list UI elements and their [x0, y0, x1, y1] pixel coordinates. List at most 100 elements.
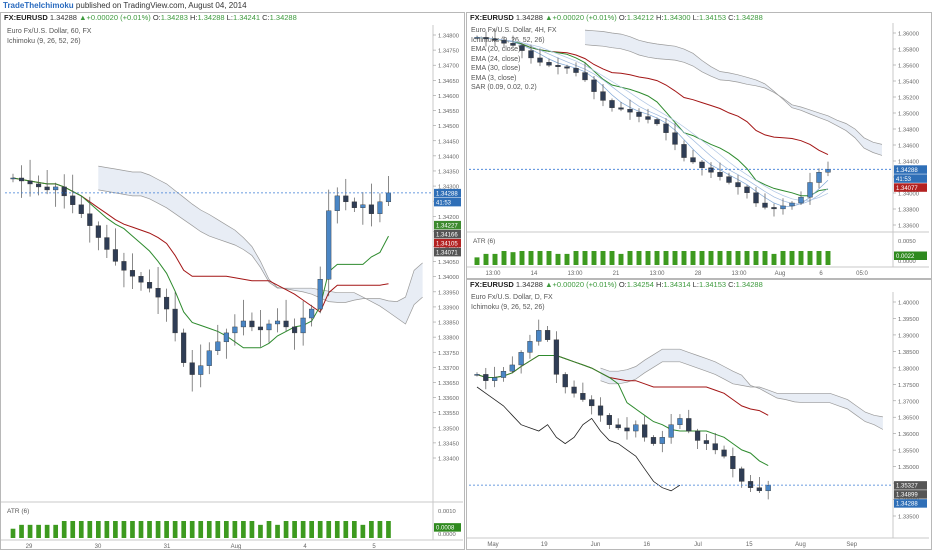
- candle-body: [121, 261, 127, 271]
- chart-panel-4h[interactable]: FX:EURUSD 1.34288 ▲+0.00020 (+0.01%) O:1…: [466, 12, 932, 279]
- atr-bar: [232, 521, 238, 538]
- atr-bar: [53, 524, 59, 538]
- price-tick-label: 1.33500: [438, 426, 459, 432]
- atr-bar: [283, 521, 289, 538]
- ichimoku-cloud: [98, 166, 423, 324]
- price-label: 1.34899: [896, 493, 918, 499]
- candle-body: [483, 37, 489, 40]
- candle-body: [708, 167, 714, 173]
- candle-body: [735, 182, 741, 188]
- price-label-bg: [434, 197, 461, 207]
- atr-bar: [618, 253, 624, 265]
- atr-bar: [317, 521, 323, 538]
- candle-body: [591, 79, 597, 92]
- candle-body: [492, 38, 498, 41]
- candle-body: [36, 183, 42, 188]
- low: 1.34241: [232, 13, 261, 22]
- last-price: 1.34288: [515, 280, 543, 289]
- atr-bar: [258, 524, 263, 538]
- atr-bar: [369, 521, 374, 538]
- senkou-span-b: [584, 44, 883, 145]
- price-label-bg: [434, 238, 461, 248]
- time-tick-label: 30: [95, 544, 102, 549]
- atr-bar: [61, 521, 67, 538]
- atr-bar: [44, 524, 50, 538]
- atr-bar: [78, 521, 84, 538]
- legend-line: EMA (20, close): [471, 46, 521, 53]
- high: 1.34300: [663, 13, 691, 22]
- atr-legend: ATR (6): [7, 508, 29, 515]
- legend-line: Ichimoku (9, 26, 52, 26): [7, 37, 81, 45]
- chart-panel-hourly[interactable]: FX:EURUSD 1.34288 ▲+0.00020 (+0.01%) O:1…: [0, 12, 465, 550]
- candle-body: [164, 296, 170, 310]
- candle-body: [562, 374, 568, 388]
- time-tick-label: 29: [26, 544, 33, 549]
- high: 1.34288: [197, 13, 225, 22]
- atr-bar: [95, 521, 101, 538]
- candle-body: [519, 45, 525, 51]
- candle-body: [351, 201, 357, 208]
- close: 1.34288: [735, 13, 763, 22]
- atr-bar: [627, 251, 633, 265]
- price-chart-daily[interactable]: 1.40000 1.39500 1.39000 1.38500 1.38000 1.375…: [467, 280, 931, 549]
- chart-panel-daily[interactable]: FX:EURUSD 1.34288 ▲+0.00020 (+0.01%) O:1…: [466, 279, 932, 550]
- close: 1.34288: [735, 280, 763, 289]
- atr-value: 0.0022: [896, 254, 915, 260]
- candle-body: [377, 201, 383, 214]
- price-tick-label: 1.35400: [898, 80, 919, 86]
- atr-bar: [130, 521, 135, 538]
- price-tick-label: 1.39500: [898, 317, 919, 323]
- time-tick-label: 13:00: [567, 271, 583, 277]
- price-chart-hourly[interactable]: 1.34800 1.34750 1.34700 1.34650 1.34600 1.345…: [1, 13, 464, 549]
- price-tick-label: 1.34050: [438, 260, 459, 266]
- price-label: 1.34227: [436, 223, 458, 229]
- price-label-bg: [894, 481, 927, 490]
- atr-bar: [654, 251, 660, 265]
- time-tick-label: 15: [746, 542, 753, 548]
- legend-line: SAR (0.09, 0.02, 0.2): [471, 84, 537, 91]
- candle-body: [636, 111, 642, 117]
- tenkan-sen: [12, 177, 389, 349]
- candle-body: [571, 386, 577, 394]
- legend-line: Euro Fx/U.S. Dollar, 60, FX: [7, 28, 92, 35]
- price-tick-label: 1.33800: [438, 336, 459, 342]
- atr-bar: [564, 253, 570, 265]
- atr-bar: [798, 251, 804, 265]
- price-tick-label: 1.33500: [898, 515, 919, 521]
- candle-body: [292, 326, 298, 334]
- up-arrow-icon: ▲: [545, 280, 553, 289]
- senkou-span-a: [98, 165, 423, 303]
- candle-body: [343, 195, 349, 203]
- candle-body: [645, 116, 651, 120]
- atr-bar: [19, 524, 24, 538]
- symbol: FX:EURUSD: [470, 280, 514, 289]
- low: 1.34153: [698, 13, 727, 22]
- author-link[interactable]: TradeTheIchimoku: [3, 1, 74, 10]
- price-chart-4h[interactable]: 1.36000 1.35800 1.35600 1.35400 1.35200 1.350…: [467, 13, 931, 278]
- candle-body: [44, 186, 50, 191]
- candle-body: [606, 415, 612, 425]
- price-tick-label: 1.33750: [438, 351, 459, 357]
- atr-bar: [591, 251, 597, 265]
- candle-body: [690, 157, 696, 163]
- price-tick-label: 1.35000: [898, 465, 919, 471]
- atr-tick-label: 0.0010: [438, 509, 456, 515]
- indicator-legend: Euro Fx/U.S. Dollar, D, FX Ichimoku (9, …: [471, 293, 553, 312]
- candle-body: [597, 405, 604, 416]
- price-tick-label: 1.34800: [438, 34, 459, 40]
- time-tick-label: 14: [531, 271, 538, 277]
- candle-body: [615, 424, 621, 429]
- candle-body: [240, 320, 246, 328]
- time-tick-label: Aug: [775, 271, 786, 277]
- price-label: 1.34288: [896, 168, 918, 174]
- price-tick-label: 1.33550: [438, 411, 459, 417]
- time-tick-label: 19: [541, 542, 548, 548]
- atr-bar: [181, 521, 187, 538]
- price-tick-label: 1.34000: [438, 275, 459, 281]
- candle-body: [686, 418, 692, 432]
- atr-bar: [292, 521, 297, 538]
- time-tick-label: 13:00: [649, 271, 665, 277]
- price-tick-label: 1.37000: [898, 399, 919, 405]
- price-tick-label: 1.33900: [438, 305, 459, 311]
- time-tick-label: 21: [613, 271, 620, 277]
